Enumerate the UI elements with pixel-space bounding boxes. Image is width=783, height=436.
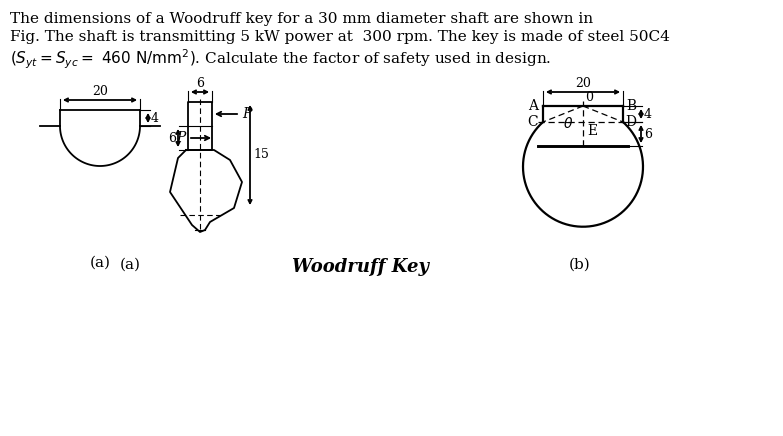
Text: D: D xyxy=(625,115,636,129)
Text: B: B xyxy=(626,99,636,113)
Text: P: P xyxy=(242,107,251,121)
Text: P: P xyxy=(177,131,186,145)
Text: $\theta$: $\theta$ xyxy=(563,116,573,131)
Text: 20: 20 xyxy=(575,77,591,90)
Text: 0: 0 xyxy=(585,91,593,104)
Text: 4: 4 xyxy=(644,108,652,120)
Text: The dimensions of a Woodruff key for a 30 mm diameter shaft are shown in: The dimensions of a Woodruff key for a 3… xyxy=(10,12,594,26)
Text: (a): (a) xyxy=(89,256,110,270)
Text: Woodruff Key: Woodruff Key xyxy=(291,258,428,276)
Text: Fig. The shaft is transmitting 5 kW power at  300 rpm. The key is made of steel : Fig. The shaft is transmitting 5 kW powe… xyxy=(10,30,670,44)
Text: (b): (b) xyxy=(569,258,591,272)
Text: 15: 15 xyxy=(253,149,269,161)
Text: E: E xyxy=(587,124,597,138)
Text: 4: 4 xyxy=(151,112,159,125)
Text: 6: 6 xyxy=(196,77,204,90)
Text: C: C xyxy=(528,115,538,129)
Text: A: A xyxy=(528,99,538,113)
Text: 20: 20 xyxy=(92,85,108,98)
Text: $(S_{yt} = S_{yc} =\ 460\ \mathrm{N/mm^2})$. Calculate the factor of safety used: $(S_{yt} = S_{yc} =\ 460\ \mathrm{N/mm^2… xyxy=(10,48,551,72)
Text: 6: 6 xyxy=(644,127,652,140)
Text: 6: 6 xyxy=(168,132,176,144)
Text: (a): (a) xyxy=(120,258,140,272)
